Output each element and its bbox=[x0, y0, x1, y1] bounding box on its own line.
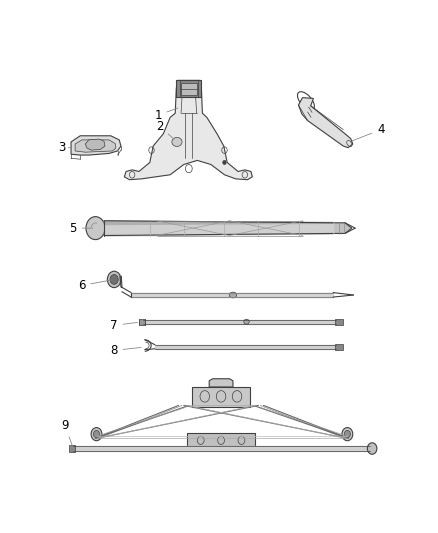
FancyBboxPatch shape bbox=[139, 319, 145, 325]
Polygon shape bbox=[85, 139, 105, 150]
Ellipse shape bbox=[244, 319, 249, 324]
Circle shape bbox=[110, 274, 118, 284]
Polygon shape bbox=[333, 223, 352, 233]
Circle shape bbox=[107, 271, 121, 288]
Polygon shape bbox=[298, 98, 353, 148]
Text: 9: 9 bbox=[61, 418, 72, 446]
Circle shape bbox=[223, 160, 226, 165]
FancyBboxPatch shape bbox=[187, 432, 255, 446]
Polygon shape bbox=[209, 379, 233, 387]
Ellipse shape bbox=[344, 431, 350, 438]
FancyBboxPatch shape bbox=[181, 83, 197, 95]
Ellipse shape bbox=[229, 292, 237, 298]
FancyBboxPatch shape bbox=[176, 80, 201, 97]
Text: 5: 5 bbox=[70, 222, 93, 235]
Polygon shape bbox=[71, 136, 121, 155]
Circle shape bbox=[86, 216, 105, 240]
FancyBboxPatch shape bbox=[335, 344, 343, 350]
Text: 2: 2 bbox=[156, 120, 174, 139]
Text: 4: 4 bbox=[352, 123, 385, 141]
FancyBboxPatch shape bbox=[335, 319, 343, 325]
Ellipse shape bbox=[342, 427, 353, 441]
Text: 8: 8 bbox=[110, 344, 141, 357]
Ellipse shape bbox=[93, 431, 99, 438]
Text: 7: 7 bbox=[110, 319, 138, 332]
Ellipse shape bbox=[91, 427, 102, 441]
FancyBboxPatch shape bbox=[69, 445, 75, 452]
Text: 1: 1 bbox=[154, 108, 178, 122]
FancyBboxPatch shape bbox=[192, 387, 250, 407]
Text: 3: 3 bbox=[58, 141, 71, 154]
Polygon shape bbox=[124, 80, 252, 180]
Text: 6: 6 bbox=[78, 279, 111, 292]
Circle shape bbox=[367, 443, 377, 454]
Polygon shape bbox=[75, 140, 116, 152]
Ellipse shape bbox=[172, 138, 182, 147]
